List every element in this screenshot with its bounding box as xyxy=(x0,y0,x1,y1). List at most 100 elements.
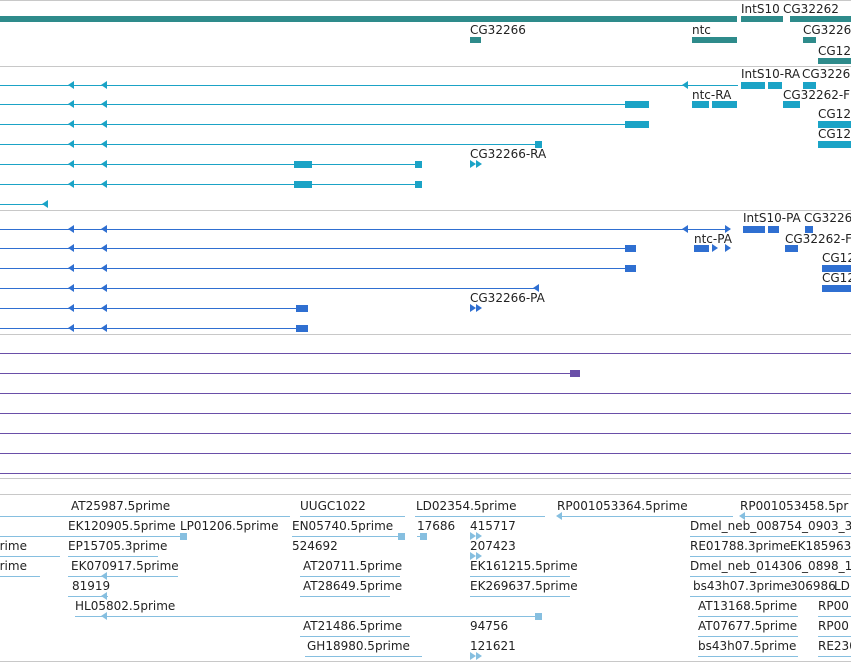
transcript-intron-line[interactable] xyxy=(0,124,628,125)
est-alignment-line[interactable] xyxy=(0,556,60,557)
est-label[interactable]: AT07677.5prime xyxy=(698,619,798,633)
transcript-label[interactable]: CG32266-RA xyxy=(470,147,547,161)
protein-cds[interactable] xyxy=(805,226,813,233)
est-label[interactable]: RP00 xyxy=(818,599,849,613)
protein-intron-line[interactable] xyxy=(0,229,730,230)
transcript-intron-line[interactable] xyxy=(0,164,420,165)
est-label[interactable]: Dmel_neb_014306_0898_1 xyxy=(690,559,851,573)
transcript-exon[interactable] xyxy=(294,181,312,188)
protein-label[interactable]: CG3226 xyxy=(804,211,851,225)
est-block[interactable] xyxy=(420,533,427,540)
est-label[interactable]: 306986 xyxy=(790,579,836,593)
protein-intron-line[interactable] xyxy=(0,308,308,309)
est-label[interactable]: Dmel_neb_008754_0903_3 xyxy=(690,519,851,533)
est-alignment-line[interactable] xyxy=(75,616,540,617)
est-alignment-line[interactable] xyxy=(818,636,851,637)
est-label[interactable]: 17686 xyxy=(417,519,456,533)
protein-label[interactable]: CG32266-PA xyxy=(470,291,545,305)
transcript-exon[interactable] xyxy=(768,82,782,89)
est-label[interactable]: prime xyxy=(0,539,27,553)
est-label[interactable]: AT25987.5prime xyxy=(71,499,171,513)
transcript-label[interactable]: CG12 xyxy=(818,107,851,121)
alignment-line[interactable] xyxy=(0,373,572,374)
gene-label[interactable]: CG32266 xyxy=(470,23,526,37)
est-alignment-line[interactable] xyxy=(300,576,400,577)
gene-label[interactable]: CG3226 xyxy=(803,23,851,37)
est-label[interactable]: 524692 xyxy=(292,539,338,553)
gene-feature[interactable] xyxy=(790,16,851,22)
protein-cds[interactable] xyxy=(768,226,779,233)
protein-label[interactable]: IntS10-PA xyxy=(743,211,801,225)
gene-feature[interactable] xyxy=(818,58,851,64)
transcript-intron-line[interactable] xyxy=(0,184,420,185)
est-alignment-line[interactable] xyxy=(690,596,851,597)
est-alignment-line[interactable] xyxy=(0,576,40,577)
est-label[interactable]: RE01788.3prime xyxy=(690,539,791,553)
est-label[interactable]: EN05740.5prime xyxy=(292,519,394,533)
est-label[interactable]: HL05802.5prime xyxy=(75,599,176,613)
alignment-line[interactable] xyxy=(0,353,851,354)
alignment-block[interactable] xyxy=(570,370,580,377)
est-label[interactable]: AT20711.5prime xyxy=(303,559,403,573)
transcript-intron-line[interactable] xyxy=(0,85,738,86)
transcript-label[interactable]: IntS10-RA xyxy=(741,67,801,81)
est-label[interactable]: 81919 xyxy=(72,579,111,593)
est-alignment-line[interactable] xyxy=(558,516,733,517)
est-label[interactable]: UUGC1022 xyxy=(300,499,366,513)
est-alignment-line[interactable] xyxy=(300,516,405,517)
protein-cds[interactable] xyxy=(822,265,851,272)
est-block[interactable] xyxy=(398,533,405,540)
est-label[interactable]: AT28649.5prime xyxy=(303,579,403,593)
est-alignment-line[interactable] xyxy=(818,656,851,657)
alignment-line[interactable] xyxy=(0,433,851,434)
est-label[interactable]: 121621 xyxy=(470,639,516,653)
est-label[interactable]: RP001053364.5prime xyxy=(557,499,688,513)
transcript-exon[interactable] xyxy=(294,161,312,168)
est-label[interactable]: RP00 xyxy=(818,619,849,633)
est-alignment-line[interactable] xyxy=(68,556,158,557)
protein-intron-line[interactable] xyxy=(0,268,630,269)
transcript-intron-line[interactable] xyxy=(0,144,540,145)
transcript-exon[interactable] xyxy=(803,82,816,89)
est-label[interactable]: EK120905.5prime xyxy=(68,519,176,533)
gene-label[interactable]: ntc xyxy=(692,23,711,37)
transcript-exon[interactable] xyxy=(415,161,422,168)
est-label[interactable]: 207423 xyxy=(470,539,516,553)
est-block[interactable] xyxy=(180,533,187,540)
transcript-label[interactable]: ntc-RA xyxy=(692,88,732,102)
protein-cds[interactable] xyxy=(625,245,636,252)
transcript-exon[interactable] xyxy=(535,141,542,148)
protein-cds[interactable] xyxy=(785,245,798,252)
protein-label[interactable]: CG32262-F xyxy=(785,232,851,246)
transcript-exon[interactable] xyxy=(818,141,851,148)
protein-cds[interactable] xyxy=(296,325,308,332)
est-alignment-line[interactable] xyxy=(470,576,570,577)
est-label[interactable]: AT21486.5prime xyxy=(303,619,403,633)
est-label[interactable]: bs43h07.3prime xyxy=(693,579,792,593)
est-alignment-line[interactable] xyxy=(690,536,851,537)
est-alignment-line[interactable] xyxy=(818,616,851,617)
est-label[interactable]: bs43h07.5prime xyxy=(698,639,797,653)
est-label[interactable]: prime xyxy=(0,559,27,573)
protein-intron-line[interactable] xyxy=(0,328,308,329)
est-alignment-line[interactable] xyxy=(300,636,410,637)
protein-cds[interactable] xyxy=(822,285,851,292)
est-alignment-line[interactable] xyxy=(0,516,290,517)
alignment-line[interactable] xyxy=(0,413,851,414)
transcript-intron-line[interactable] xyxy=(0,204,46,205)
est-alignment-line[interactable] xyxy=(698,616,798,617)
est-label[interactable]: 94756 xyxy=(470,619,509,633)
gene-feature[interactable] xyxy=(692,37,737,43)
alignment-line[interactable] xyxy=(0,453,851,454)
transcript-exon[interactable] xyxy=(741,82,765,89)
est-label[interactable]: 415717 xyxy=(470,519,516,533)
est-label[interactable]: GH18980.5prime xyxy=(307,639,410,653)
est-label[interactable]: LD02354.5prime xyxy=(416,499,517,513)
protein-cds[interactable] xyxy=(296,305,308,312)
est-alignment-line[interactable] xyxy=(690,556,851,557)
protein-cds[interactable] xyxy=(625,265,636,272)
protein-intron-line[interactable] xyxy=(0,288,538,289)
transcript-exon[interactable] xyxy=(712,101,737,108)
alignment-line[interactable] xyxy=(0,473,851,474)
gene-feature[interactable] xyxy=(470,37,481,43)
